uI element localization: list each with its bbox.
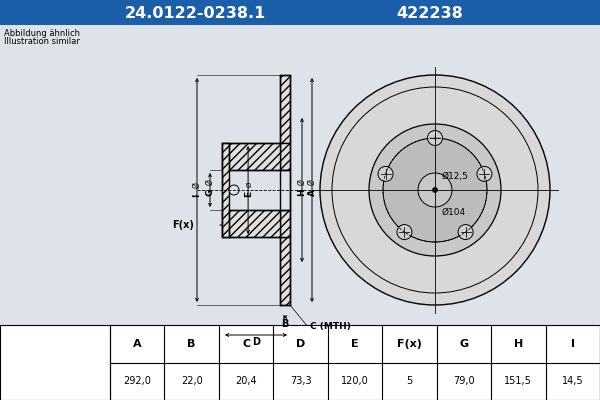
Text: I: I — [571, 339, 575, 349]
Text: C: C — [242, 339, 250, 349]
Text: Ø: Ø — [205, 179, 215, 185]
Text: Ø104: Ø104 — [442, 208, 466, 216]
Text: F(x): F(x) — [172, 220, 194, 230]
Circle shape — [458, 224, 473, 240]
Bar — [280, 143, 290, 170]
Text: 5: 5 — [406, 376, 413, 386]
Text: H: H — [514, 339, 523, 349]
Circle shape — [433, 188, 437, 192]
Circle shape — [418, 173, 452, 207]
Circle shape — [383, 138, 487, 242]
Text: D: D — [252, 337, 260, 347]
Text: B: B — [281, 319, 289, 329]
Bar — [222, 210, 280, 237]
Text: E: E — [245, 191, 254, 197]
Circle shape — [369, 124, 501, 256]
Text: H: H — [298, 188, 307, 196]
Text: Ø: Ø — [246, 181, 252, 187]
Bar — [229, 170, 280, 210]
Text: G: G — [460, 339, 469, 349]
Text: Ø: Ø — [193, 182, 202, 188]
Bar — [280, 237, 290, 305]
Text: G: G — [205, 188, 215, 196]
Circle shape — [378, 166, 393, 182]
Text: I: I — [193, 193, 202, 197]
Text: 79,0: 79,0 — [453, 376, 475, 386]
Bar — [222, 143, 229, 237]
Text: 14,5: 14,5 — [562, 376, 584, 386]
Text: Ø12,5: Ø12,5 — [442, 172, 469, 180]
Text: F(x): F(x) — [397, 339, 422, 349]
Text: D: D — [296, 339, 305, 349]
Text: 151,5: 151,5 — [505, 376, 532, 386]
Text: 120,0: 120,0 — [341, 376, 369, 386]
Text: B: B — [187, 339, 196, 349]
Text: Abbildung ähnlich: Abbildung ähnlich — [4, 29, 80, 38]
Circle shape — [229, 185, 239, 195]
Text: 22,0: 22,0 — [181, 376, 203, 386]
Text: 292,0: 292,0 — [123, 376, 151, 386]
Circle shape — [477, 166, 492, 182]
Text: C (MTH): C (MTH) — [310, 322, 351, 332]
Bar — [280, 170, 290, 210]
Bar — [0, 325, 600, 400]
Text: Illustration similar: Illustration similar — [4, 37, 80, 46]
Circle shape — [427, 130, 443, 146]
Text: Ø: Ø — [298, 179, 307, 185]
Bar — [0, 25, 600, 325]
Text: 20,4: 20,4 — [235, 376, 257, 386]
Text: 24.0122-0238.1: 24.0122-0238.1 — [124, 6, 266, 20]
Bar — [222, 143, 280, 170]
Circle shape — [397, 224, 412, 240]
Text: Ø: Ø — [308, 179, 317, 185]
Bar — [280, 75, 290, 143]
Bar — [280, 210, 290, 237]
Text: E: E — [351, 339, 359, 349]
Text: 422238: 422238 — [397, 6, 463, 20]
Bar — [0, 0, 600, 25]
Text: A: A — [133, 339, 142, 349]
Text: 73,3: 73,3 — [290, 376, 311, 386]
Text: A: A — [308, 188, 317, 196]
Circle shape — [320, 75, 550, 305]
